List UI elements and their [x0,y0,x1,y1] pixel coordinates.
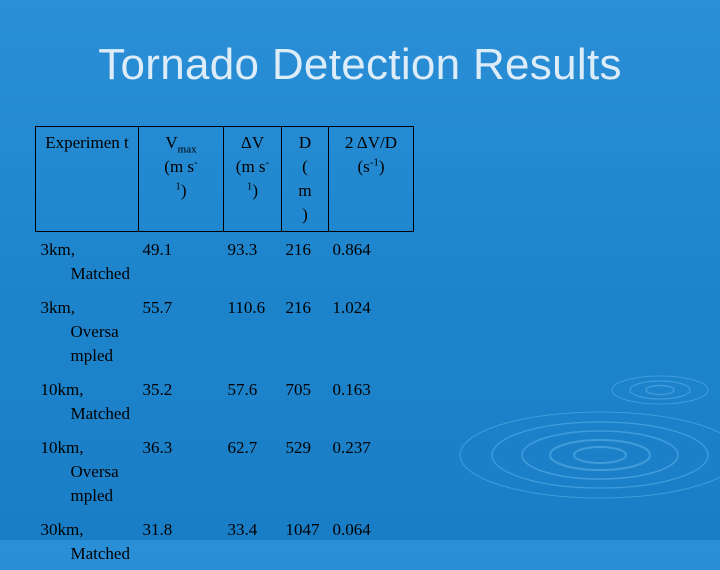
slide-title: Tornado Detection Results [98,40,622,89]
delta-v-cell: 93.3 [227,240,258,259]
results-table: Experimen t Vmax (m s-1) ΔV (m s-1) D ( … [35,126,414,570]
vmax-cell: 49.1 [142,240,173,259]
delta-v-cell: 57.6 [227,380,258,399]
vmax-cell: 35.2 [142,380,173,399]
header-vmax: Vmax (m s-1) [138,126,224,232]
experiment-cell: 30km, Matched [40,520,130,563]
vmax-cell: 36.3 [142,438,173,457]
ratio-cell: 0.163 [332,380,371,399]
d-cell: 216 [285,240,312,259]
ratio-cell: 0.064 [332,520,371,539]
d-cell: 529 [285,438,312,457]
delta-v-cell: 62.7 [227,438,258,457]
d-cell: 1047 [285,520,320,539]
delta-v-cell: 33.4 [227,520,258,539]
table-row: 10km, Matched 35.2 57.6 705 0.163 [36,372,414,430]
d-cell: 705 [285,380,312,399]
experiment-cell: 10km, Oversa mpled [40,438,119,505]
table-row: 3km, Oversa mpled 55.7 110.6 216 1.024 [36,290,414,372]
table-header-row: Experimen t Vmax (m s-1) ΔV (m s-1) D ( … [35,126,414,232]
header-experiment: Experimen t [35,126,139,232]
ratio-cell: 1.024 [332,298,371,317]
experiment-cell: 10km, Matched [40,380,130,423]
header-d: D ( m ) [281,126,329,232]
table-row: 10km, Oversa mpled 36.3 62.7 529 0.237 [36,430,414,512]
table-row: 30km, Matched 31.8 33.4 1047 0.064 [36,512,414,570]
table-row: 3km, Matched 49.1 93.3 216 0.864 [36,232,414,291]
experiment-cell: 3km, Oversa mpled [40,298,119,365]
ratio-cell: 0.864 [332,240,371,259]
vmax-cell: 55.7 [142,298,173,317]
experiment-cell: 3km, Matched [40,240,130,283]
delta-v-cell: 110.6 [227,298,266,317]
d-cell: 216 [285,298,312,317]
ratio-cell: 0.237 [332,438,371,457]
header-delta-v: ΔV (m s-1) [223,126,282,232]
vmax-cell: 31.8 [142,520,173,539]
header-ratio: 2 ΔV/D (s-1) [328,126,414,232]
